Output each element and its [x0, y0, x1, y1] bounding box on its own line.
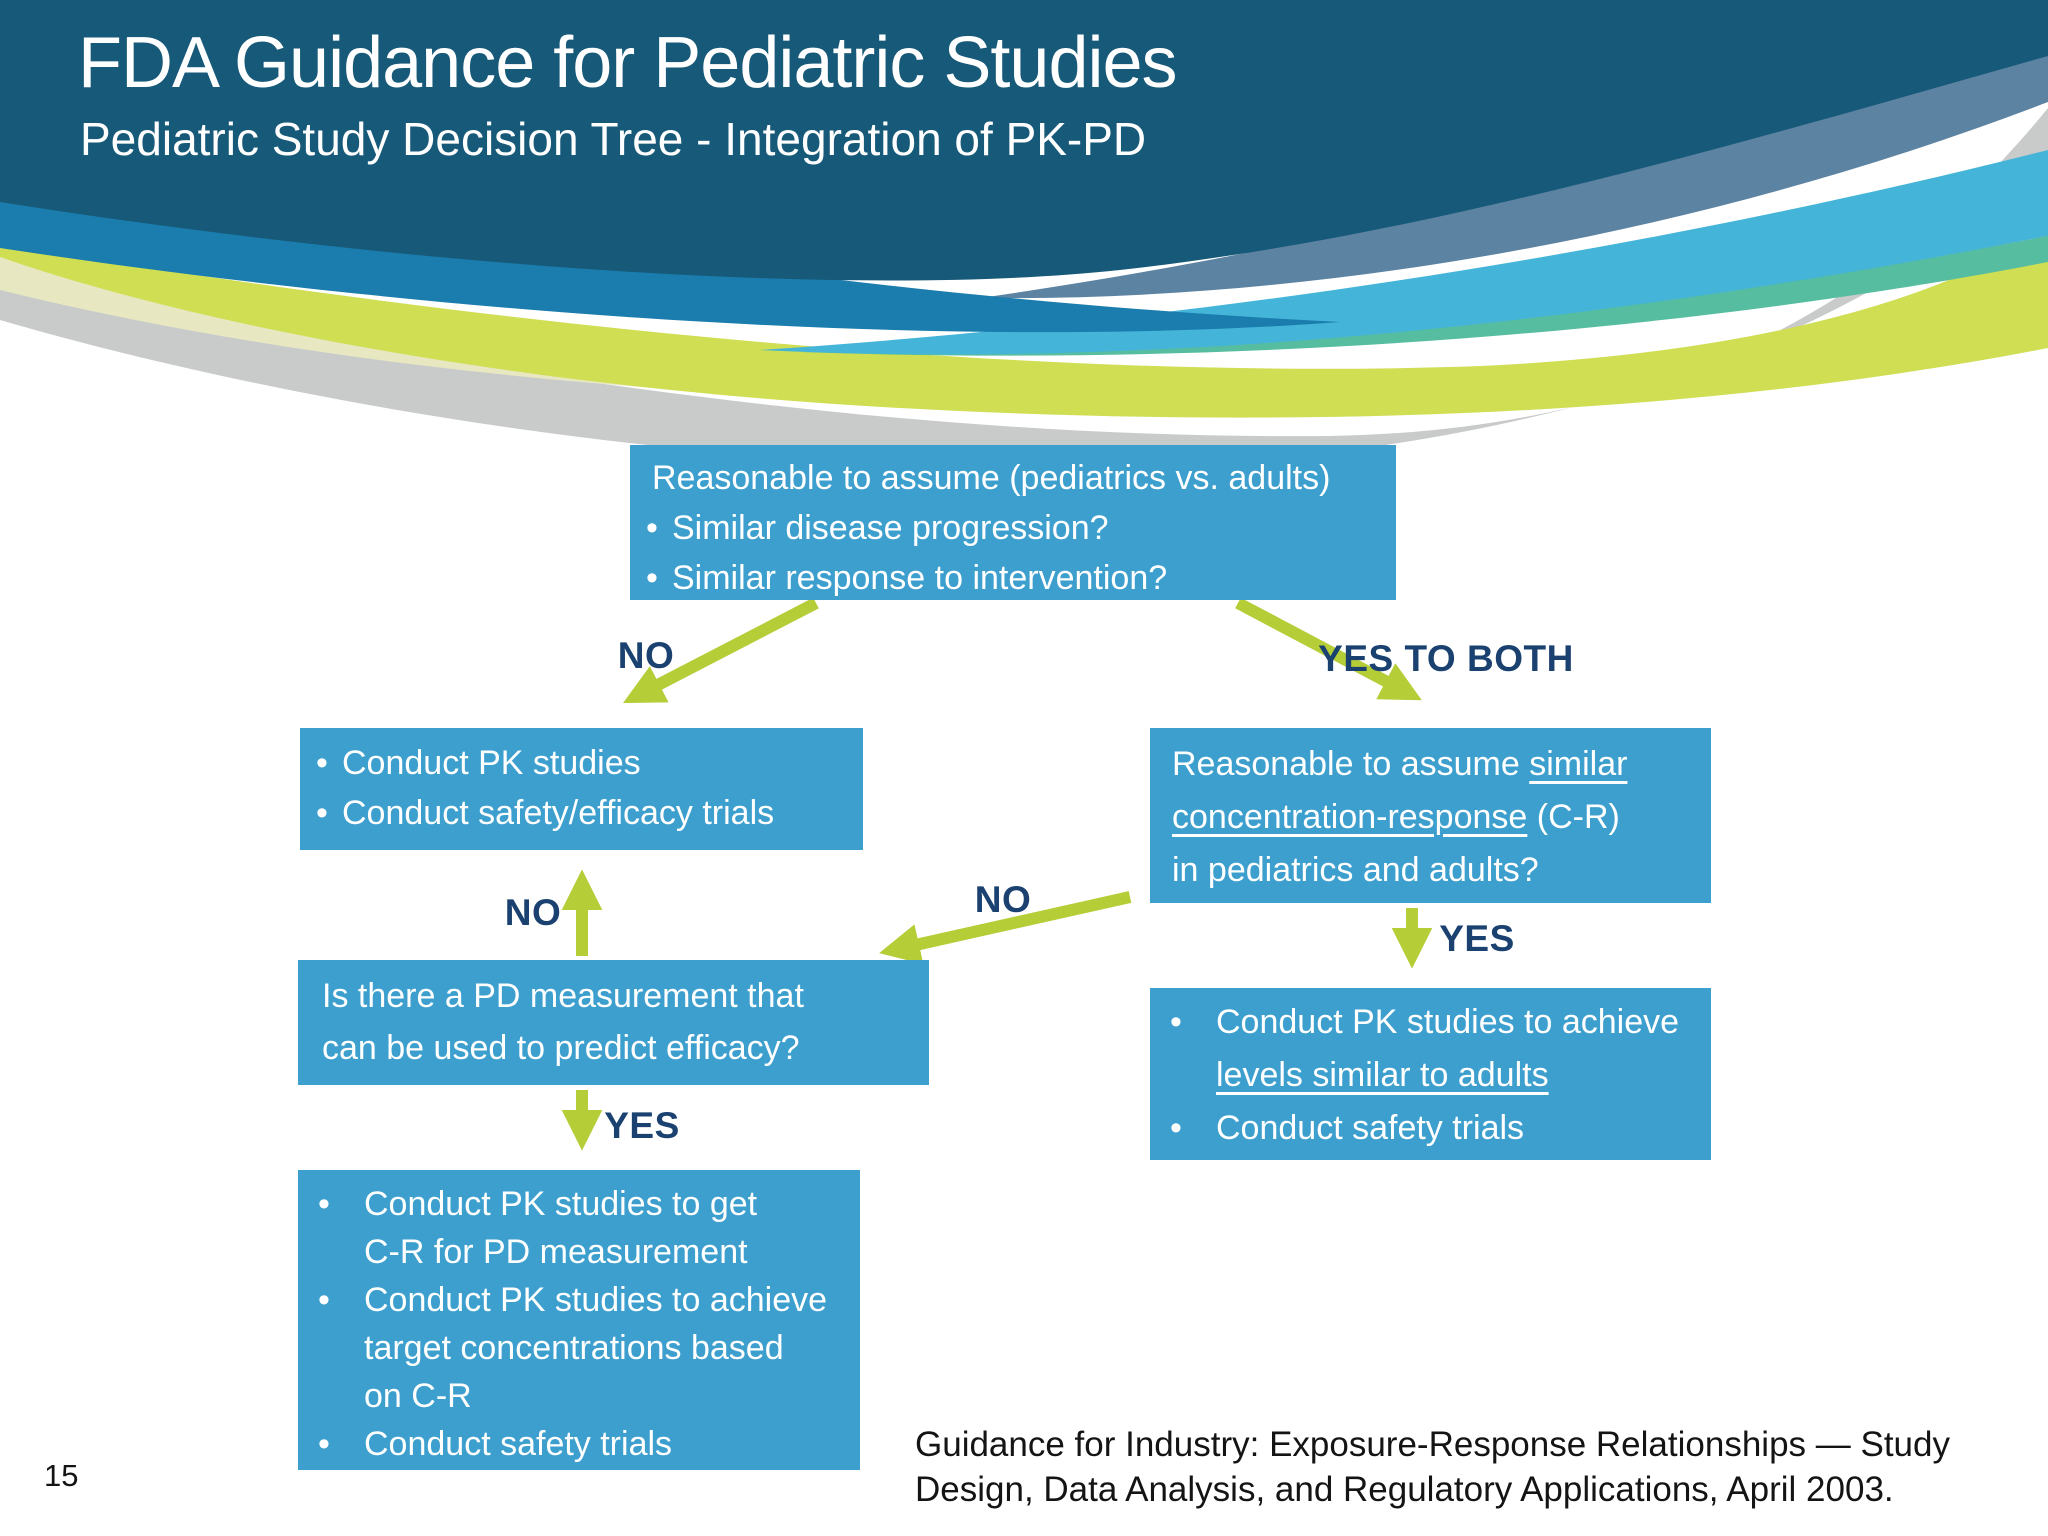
- flowchart-box-pk-achieve-adult-levels: • Conduct PK studies to achieve levels sim…: [1150, 988, 1711, 1160]
- label-yes-to-both: YES TO BOTH: [1318, 638, 1574, 679]
- box-item: • Conduct safety trials: [1170, 1102, 1705, 1155]
- bullet-icon: •: [316, 744, 328, 782]
- box-item: • Conduct safety trials: [318, 1420, 854, 1468]
- wave-cyan: [760, 150, 2048, 355]
- page-number: 15: [44, 1458, 79, 1493]
- source-line-2: Design, Data Analysis, and Regulatory Ap…: [915, 1470, 1894, 1509]
- box-item: Reasonable to assume (pediatrics vs. adu…: [652, 459, 1331, 497]
- box-item: • Conduct PK studies to get C-R for PD mea…: [318, 1180, 854, 1276]
- bullet-icon: •: [646, 559, 658, 597]
- bullet-icon: •: [318, 1185, 330, 1223]
- bullet-icon: •: [1170, 1003, 1182, 1041]
- flowchart-box-root-question: Reasonable to assume (pediatrics vs. adu…: [630, 445, 1396, 600]
- flowchart-box-cr-question: Reasonable to assume similar concentratio…: [1150, 728, 1711, 903]
- bullet-icon: •: [318, 1281, 330, 1319]
- wave-steel-blue: [980, 40, 2048, 299]
- box-item: • Conduct PK studies: [316, 738, 853, 788]
- flowchart-box-conduct-pk-safety-efficacy: • Conduct PK studies • Conduct safety/effic…: [300, 728, 863, 850]
- bullet-icon: •: [316, 794, 328, 832]
- bullet-icon: •: [1170, 1109, 1182, 1147]
- slide-subtitle: Pediatric Study Decision Tree - Integrat…: [80, 113, 1147, 165]
- box-item: • Similar disease progression?: [646, 503, 1382, 553]
- label-no-up: NO: [504, 892, 562, 933]
- box-item: Is there a PD measurement that can be use…: [322, 977, 804, 1067]
- slide-title: FDA Guidance for Pediatric Studies: [78, 23, 1178, 103]
- box-item: Reasonable to assume similar concentratio…: [1172, 745, 1628, 889]
- wave-gray: [0, 108, 2048, 468]
- box-item: • Conduct PK studies to achieve target con…: [318, 1276, 854, 1420]
- label-no-diagonal: NO: [974, 879, 1032, 920]
- source-citation: Guidance for Industry: Exposure-Response…: [915, 1422, 2005, 1512]
- header-wave-graphic: [0, 0, 2048, 468]
- bullet-icon: •: [646, 509, 658, 547]
- wave-bright-green: [0, 230, 2048, 418]
- flowchart-box-pd-question: Is there a PD measurement that can be use…: [298, 960, 929, 1085]
- box-item: • Conduct safety/efficacy trials: [316, 788, 853, 838]
- box-item: • Similar response to intervention?: [646, 553, 1382, 603]
- label-yes-right: YES: [1439, 918, 1515, 959]
- flowchart-box-pk-get-cr: • Conduct PK studies to get C-R for PD mea…: [298, 1170, 860, 1470]
- wave-teal: [800, 236, 2048, 356]
- arrow-no-left: [623, 597, 819, 704]
- bullet-icon: •: [318, 1425, 330, 1463]
- label-yes-left: YES: [604, 1105, 680, 1146]
- box-item: • Conduct PK studies to achieve levels sim…: [1170, 996, 1705, 1102]
- source-line-1: Guidance for Industry: Exposure-Response…: [915, 1425, 1950, 1464]
- header-background: [0, 0, 2048, 281]
- label-no-left: NO: [617, 635, 675, 676]
- wave-medium-blue: [0, 148, 1340, 333]
